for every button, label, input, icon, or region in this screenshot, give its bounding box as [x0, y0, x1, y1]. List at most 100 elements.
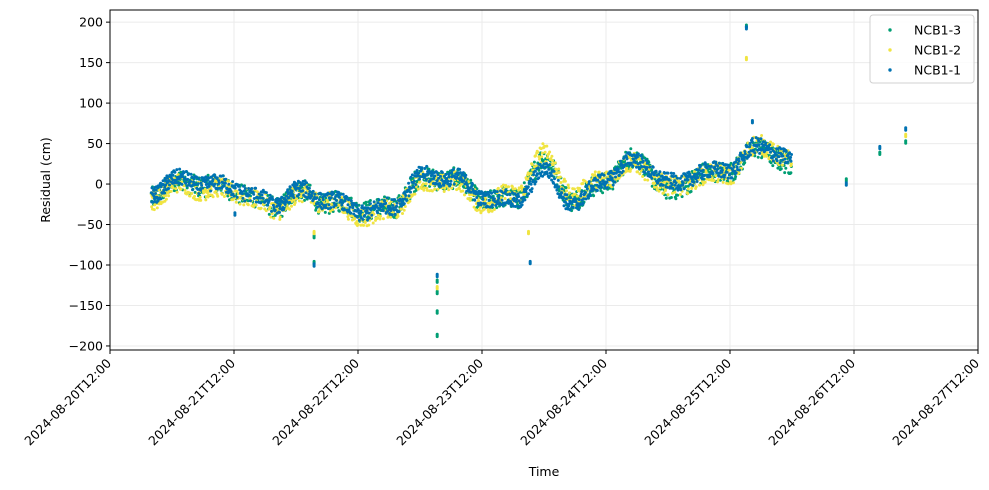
data-point	[232, 194, 236, 198]
data-point	[177, 177, 181, 181]
data-point	[386, 215, 390, 219]
data-point	[479, 203, 483, 207]
data-point	[635, 165, 638, 169]
data-point	[235, 189, 239, 193]
data-point	[361, 218, 365, 221]
data-point	[564, 197, 568, 201]
data-point	[529, 177, 533, 181]
outlier-point	[435, 292, 439, 296]
data-point	[515, 197, 519, 201]
data-point	[761, 140, 765, 144]
outlier-point	[435, 280, 439, 284]
data-point	[405, 199, 409, 202]
data-point	[316, 205, 319, 209]
outlier-point	[744, 27, 748, 31]
data-point	[511, 187, 515, 191]
data-point	[187, 191, 191, 195]
data-point	[686, 192, 690, 195]
data-point	[725, 166, 729, 170]
data-point	[678, 193, 682, 196]
data-point	[311, 189, 315, 193]
data-point	[497, 196, 501, 200]
data-point	[418, 175, 422, 178]
data-point	[246, 199, 250, 203]
data-point	[504, 188, 508, 192]
data-point	[329, 206, 333, 210]
data-point	[530, 163, 534, 166]
data-point	[301, 189, 305, 193]
data-point	[681, 183, 685, 187]
data-point	[638, 161, 642, 165]
data-point	[315, 196, 319, 200]
data-point	[334, 203, 338, 207]
data-point	[425, 164, 429, 168]
data-point	[235, 195, 239, 199]
data-point	[159, 197, 163, 201]
data-point	[433, 174, 437, 178]
outlier-point	[312, 236, 316, 240]
x-tick-label: 2024-08-27T12:00	[889, 355, 982, 448]
data-point	[420, 166, 424, 170]
outlier-point	[233, 213, 237, 217]
data-point	[243, 199, 247, 203]
data-point	[642, 162, 646, 166]
data-point	[495, 190, 499, 194]
data-point	[500, 198, 504, 202]
data-point	[247, 187, 251, 190]
data-point	[789, 162, 793, 166]
data-point	[790, 153, 793, 156]
data-point	[341, 201, 345, 205]
data-point	[548, 150, 552, 154]
outlier-point	[904, 128, 908, 132]
data-point	[196, 182, 200, 186]
data-point	[671, 191, 674, 195]
data-point	[789, 171, 793, 175]
data-point	[345, 195, 349, 199]
x-tick-label: 2024-08-25T12:00	[641, 355, 734, 448]
data-point	[178, 167, 182, 171]
data-point	[349, 199, 353, 203]
data-point	[588, 194, 592, 198]
x-tick-label: 2024-08-24T12:00	[517, 355, 610, 448]
data-point	[193, 190, 197, 194]
data-point	[583, 179, 587, 183]
data-point	[304, 191, 308, 195]
data-point	[273, 213, 277, 217]
data-point	[167, 179, 171, 183]
data-point	[430, 189, 434, 193]
data-point	[356, 222, 360, 226]
legend-label: NCB1-1	[914, 63, 961, 78]
data-point	[676, 193, 680, 197]
data-point	[340, 203, 344, 207]
data-point	[538, 157, 541, 161]
data-point	[163, 185, 167, 189]
data-point	[257, 192, 261, 196]
data-point	[672, 172, 676, 175]
data-point	[641, 175, 645, 178]
data-point	[669, 196, 673, 199]
data-point	[324, 206, 328, 210]
data-point	[636, 155, 639, 159]
data-point	[282, 206, 286, 210]
y-tick-label: 50	[87, 136, 103, 151]
data-point	[567, 186, 571, 190]
data-point	[661, 183, 665, 187]
data-point	[365, 209, 369, 213]
data-point	[204, 175, 208, 179]
data-point	[764, 141, 768, 145]
data-point	[567, 191, 571, 195]
data-point	[678, 176, 682, 180]
data-point	[513, 187, 517, 191]
data-point	[403, 205, 407, 208]
data-point	[562, 204, 566, 208]
data-point	[355, 203, 359, 207]
data-point	[483, 196, 487, 200]
data-point	[769, 150, 772, 154]
data-point	[295, 183, 299, 187]
data-point	[510, 202, 514, 206]
data-point	[720, 168, 724, 172]
data-point	[771, 142, 775, 146]
data-point	[666, 185, 669, 189]
data-point	[308, 183, 312, 187]
outlier-point	[528, 262, 532, 266]
